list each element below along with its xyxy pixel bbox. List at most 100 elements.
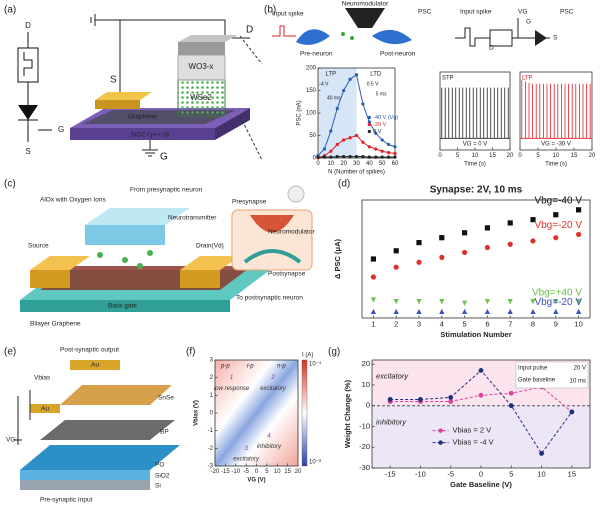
marker [335, 155, 339, 159]
legend-label: Vbias = -4 V [453, 438, 494, 447]
label: Input pulse [518, 366, 548, 372]
x-axis-label: Time (s) [545, 161, 567, 167]
marker [393, 299, 399, 305]
x-axis-label: VG (V) [247, 477, 265, 483]
y-tick-label: 0 [313, 156, 317, 162]
x-tick-label: 10 [553, 153, 560, 159]
label: 0.5 V [367, 81, 379, 87]
x-tick-label: 60 [392, 161, 399, 167]
sio2-layer [20, 470, 150, 480]
marker [484, 244, 490, 251]
label: Au [41, 406, 49, 413]
label: I (A) [302, 353, 313, 359]
marker [462, 230, 468, 236]
label: 4 [267, 434, 271, 440]
marker [462, 300, 468, 306]
label: excitatory [260, 386, 287, 392]
label: excitatory [376, 372, 409, 381]
presynapse [250, 215, 294, 233]
label: low response [214, 386, 250, 392]
label: D [489, 45, 494, 52]
marker [448, 394, 454, 400]
label: n-p [277, 364, 286, 370]
marker [508, 390, 514, 396]
label: -4 V [319, 81, 329, 87]
marker [530, 238, 536, 244]
x-tick-label: 5 [463, 320, 467, 329]
label: VG = 0 V [463, 142, 488, 148]
marker [507, 241, 513, 247]
marker [374, 131, 378, 135]
marker [367, 120, 371, 124]
node-label: S [25, 147, 30, 156]
neuromodulator-icon [287, 185, 305, 203]
marker [386, 151, 391, 155]
x-tick-label: 20 [507, 153, 514, 159]
x-tick-label: 20 [295, 469, 302, 475]
wire [90, 14, 226, 92]
label: 2 [270, 375, 275, 381]
y-axis-label: PSC (nA) [296, 100, 302, 125]
legend-label: Vbg=+40 V [532, 287, 582, 298]
panel-a: (a) D G S S D G WO3-x WSe2 Graphene SiO2… [4, 5, 263, 163]
label: 10 ms [570, 379, 586, 385]
x-tick-label: 10 [574, 320, 582, 329]
label: VG [518, 9, 527, 16]
x-tick-label: 15 [571, 153, 578, 159]
marker [576, 299, 582, 305]
x-tick-label: 7 [508, 320, 512, 329]
colorbar-tick: 10⁻⁴ [309, 361, 322, 368]
po-layer [20, 445, 180, 470]
marker [342, 155, 346, 159]
label: From presynaptic neuron [130, 187, 203, 194]
label: i-p [247, 364, 254, 370]
label: VG = -30 V [541, 142, 571, 148]
label: Postsynapse [268, 271, 306, 278]
marker [478, 392, 484, 398]
marker [348, 155, 352, 159]
x-tick-label: 15 [284, 469, 291, 475]
marker [386, 155, 391, 159]
au-side [30, 404, 60, 413]
label: Neuromodulator [342, 1, 389, 8]
panel-label: (c) [4, 179, 16, 190]
marker [393, 155, 397, 159]
inset [515, 361, 589, 389]
panel-b: (b) Input spike Neuromodulator PSC Pre-n… [264, 1, 574, 58]
marker [374, 147, 378, 151]
x-tick-label: 8 [531, 320, 535, 329]
y-tick-label: 150 [306, 88, 317, 94]
marker [484, 299, 490, 305]
x-tick-label: -15 [221, 469, 230, 475]
marker [329, 129, 333, 133]
marker [416, 308, 422, 315]
marker [553, 212, 559, 218]
post-neuron [372, 29, 412, 45]
x-tick-label: 0 [479, 470, 483, 479]
marker [462, 308, 468, 315]
memristor [489, 29, 513, 47]
label: Input spike [460, 9, 492, 16]
marker [530, 217, 536, 223]
label: Post-synaptic output [60, 347, 119, 354]
ground [142, 140, 158, 157]
label: STP [442, 76, 454, 82]
y-tick-label: -10 [359, 421, 370, 430]
marker [361, 155, 365, 159]
memristor-mark [23, 52, 33, 76]
ion [122, 257, 128, 263]
region [372, 405, 590, 468]
label: Back gate [108, 303, 137, 310]
x-axis-label: Time (s) [464, 161, 486, 167]
x-tick-label: 0 [438, 153, 442, 159]
wse2 [177, 79, 226, 117]
electrode [95, 100, 140, 109]
marker [386, 142, 391, 147]
label: Neuromodulator [268, 229, 315, 236]
legend-marker [367, 122, 371, 127]
x-tick-label: 30 [353, 161, 360, 167]
marker [462, 249, 468, 256]
label: Au [91, 362, 99, 369]
marker [439, 299, 445, 305]
